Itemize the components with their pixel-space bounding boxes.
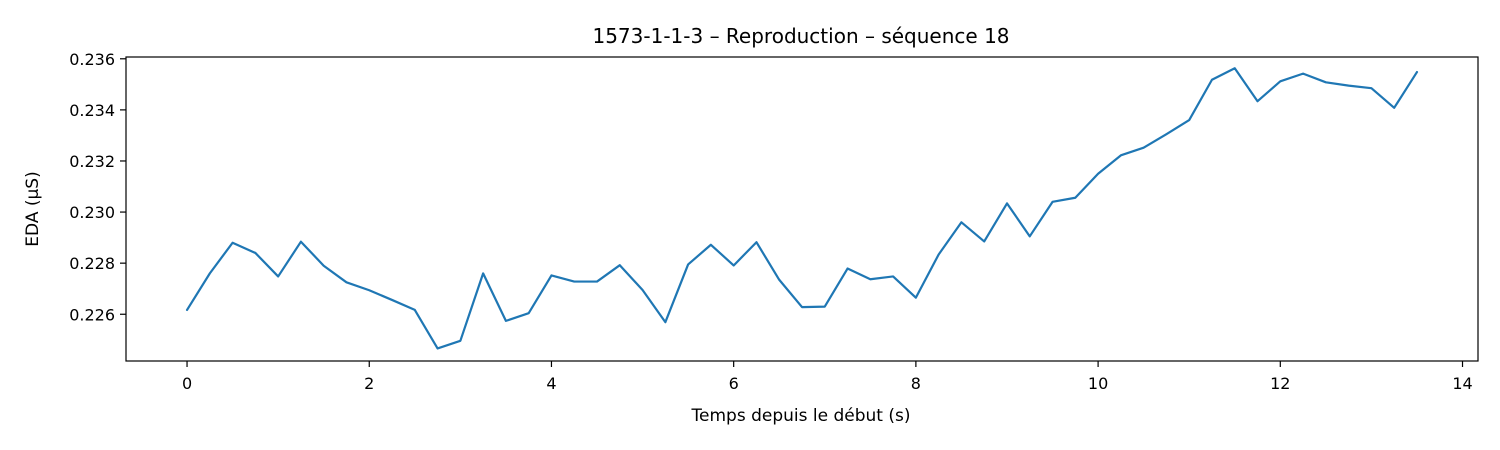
y-tick-label: 0.230 <box>69 203 115 222</box>
y-axis-title: EDA (µS) <box>23 171 43 246</box>
y-tick-label: 0.232 <box>69 152 115 171</box>
x-tick-label: 10 <box>1088 374 1108 393</box>
chart-title: 1573-1-1-3 – Reproduction – séquence 18 <box>592 24 1009 48</box>
x-tick-label: 6 <box>729 374 739 393</box>
plot-area <box>185 67 1419 350</box>
x-axis: 0 2 4 6 8 10 12 14 <box>182 361 1473 393</box>
y-tick-label: 0.228 <box>69 254 115 273</box>
x-axis-title: Temps depuis le début (s) <box>691 406 911 426</box>
plot-frame <box>125 56 1479 362</box>
y-tick-label: 0.236 <box>69 50 115 69</box>
x-tick-label: 12 <box>1270 374 1290 393</box>
y-tick-label: 0.226 <box>69 305 115 324</box>
x-tick-label: 8 <box>911 374 921 393</box>
y-axis: 0.226 0.228 0.230 0.232 0.234 0.236 <box>69 50 126 324</box>
x-tick-label: 4 <box>546 374 556 393</box>
x-tick-label: 14 <box>1452 374 1472 393</box>
y-tick-label: 0.234 <box>69 101 115 120</box>
x-tick-label: 0 <box>182 374 192 393</box>
series-line-0 <box>185 67 1419 350</box>
x-tick-label: 2 <box>364 374 374 393</box>
